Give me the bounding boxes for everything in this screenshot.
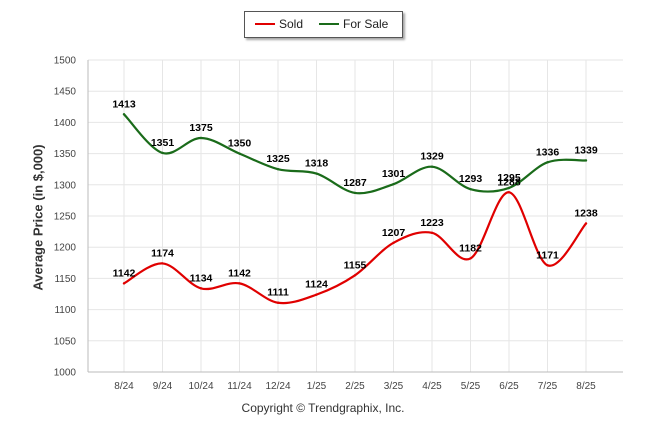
data-label-sold: 1171 <box>536 249 559 261</box>
y-tick-label: 1500 <box>54 56 77 67</box>
x-tick-label: 4/25 <box>422 381 442 392</box>
data-label-for-sale: 1325 <box>266 153 290 165</box>
data-label-sold: 1223 <box>420 217 444 229</box>
y-tick-label: 1450 <box>54 87 77 98</box>
x-tick-label: 8/24 <box>114 381 134 392</box>
legend: Sold For Sale <box>244 11 403 38</box>
data-point-sold <box>315 293 318 296</box>
data-label-for-sale: 1375 <box>189 122 213 134</box>
x-tick-label: 11/24 <box>227 381 252 392</box>
data-point-sold <box>584 222 588 225</box>
data-point-for-sale <box>199 136 203 140</box>
data-label-sold: 1111 <box>267 287 289 299</box>
data-label-for-sale: 1293 <box>459 173 483 185</box>
y-tick-label: 1100 <box>54 305 76 316</box>
data-point-sold <box>353 274 357 277</box>
data-label-sold: 1142 <box>228 267 251 279</box>
legend-item-for-sale[interactable]: For Sale <box>319 12 388 37</box>
data-label-for-sale: 1329 <box>420 151 444 163</box>
x-tick-label: 6/25 <box>499 381 519 392</box>
legend-item-sold[interactable]: Sold <box>255 12 303 37</box>
y-tick-label: 1000 <box>54 368 77 379</box>
data-label-sold: 1207 <box>382 227 406 239</box>
data-point-for-sale <box>315 172 318 175</box>
y-tick-label: 1150 <box>54 274 76 285</box>
data-point-sold <box>276 301 280 304</box>
data-point-sold <box>546 264 549 267</box>
data-labels: 1142 1174 1134 1142 1111 1124 1155 1207 1223 1182… <box>112 98 598 298</box>
data-label-sold: 1238 <box>574 207 598 219</box>
data-point-sold <box>161 262 164 265</box>
y-tick-label: 1200 <box>54 243 77 254</box>
x-tick-label: 8/25 <box>576 381 596 392</box>
x-tick-label: 9/24 <box>153 381 173 392</box>
data-point-sold <box>199 287 203 290</box>
y-tick-label: 1050 <box>54 336 77 347</box>
y-tick-label: 1300 <box>54 180 77 191</box>
data-point-sold <box>430 231 434 235</box>
data-point-for-sale <box>507 186 511 190</box>
data-label-for-sale: 1339 <box>574 144 598 156</box>
data-label-sold: 1155 <box>344 259 367 271</box>
data-point-sold <box>507 191 511 194</box>
data-point-sold <box>469 257 472 260</box>
data-label-sold: 1174 <box>151 247 174 259</box>
y-axis-title: Average Price (in $,000) <box>30 144 46 291</box>
data-label-for-sale: 1413 <box>112 98 136 110</box>
x-tick-label: 7/25 <box>538 381 558 392</box>
data-point-sold <box>122 282 126 285</box>
x-tick-label: 10/24 <box>188 381 213 392</box>
y-tick-label: 1250 <box>54 212 77 223</box>
data-point-for-sale <box>546 161 549 164</box>
y-tick-label: 1400 <box>54 118 77 129</box>
legend-label-for-sale: For Sale <box>343 17 389 31</box>
data-point-for-sale <box>122 113 126 116</box>
data-label-for-sale: 1318 <box>305 158 329 170</box>
data-point-for-sale <box>392 182 395 186</box>
data-label-sold: 1182 <box>459 242 482 254</box>
x-tick-label: 12/24 <box>265 381 290 392</box>
data-point-for-sale <box>238 152 241 155</box>
y-tick-label: 1350 <box>54 149 77 160</box>
data-point-sold <box>392 241 395 245</box>
data-point-for-sale <box>469 187 472 191</box>
legend-swatch-sold <box>255 22 275 25</box>
data-label-sold: 1124 <box>305 279 328 291</box>
gridlines <box>88 59 623 373</box>
data-label-sold: 1134 <box>190 272 213 284</box>
data-label-for-sale: 1295 <box>497 172 521 184</box>
legend-label-sold: Sold <box>279 17 304 31</box>
data-point-for-sale <box>161 151 164 155</box>
axes: 1000 1050 1100 1150 1200 1250 1300 1350 1400 1450… <box>54 56 623 392</box>
data-label-for-sale: 1351 <box>151 137 175 149</box>
data-label-for-sale: 1287 <box>343 177 367 189</box>
x-tick-label: 2/25 <box>345 381 365 392</box>
x-tick-label: 3/25 <box>384 381 404 392</box>
data-point-sold <box>238 282 241 285</box>
data-point-for-sale <box>276 168 280 171</box>
data-label-sold: 1288 <box>497 176 521 188</box>
copyright-text: Copyright © Trendgraphix, Inc. <box>241 401 405 415</box>
data-label-sold: 1142 <box>113 267 136 279</box>
data-label-for-sale: 1336 <box>536 146 560 158</box>
x-tick-label: 1/25 <box>307 381 327 392</box>
series-lines <box>122 113 588 305</box>
data-point-for-sale <box>584 159 588 162</box>
data-point-for-sale <box>430 165 434 168</box>
data-label-for-sale: 1301 <box>382 168 406 180</box>
x-tick-label: 5/25 <box>461 381 481 392</box>
data-label-for-sale: 1350 <box>228 138 252 150</box>
legend-swatch-for-sale <box>319 22 339 25</box>
data-point-for-sale <box>353 191 357 195</box>
